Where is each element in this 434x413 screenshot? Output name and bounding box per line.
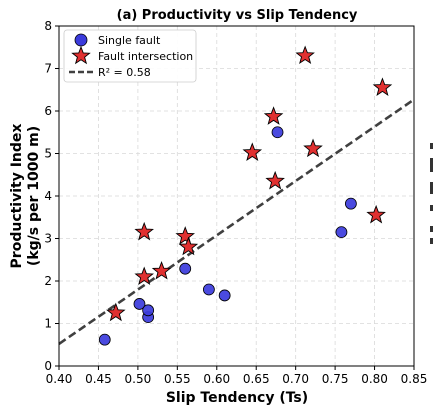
fault-intersection-point <box>134 221 154 241</box>
legend-label-fit: R² = 0.58 <box>98 66 151 79</box>
y-tick-label: 0 <box>44 359 52 373</box>
fault-intersection-point <box>242 142 263 161</box>
single-fault-point <box>179 262 192 275</box>
fault-intersection-point <box>175 226 195 245</box>
data-points <box>98 45 393 346</box>
x-tick-label: 0.50 <box>125 372 152 386</box>
x-tick-label: 0.85 <box>401 372 428 386</box>
x-axis-title: Slip Tendency (Ts) <box>166 390 308 406</box>
fault-intersection-point <box>106 302 126 322</box>
single-fault-point <box>133 298 146 310</box>
fault-intersection-point <box>366 204 386 224</box>
axis-ticks: 0.40 0.45 0.50 0.55 0.60 0.65 0.70 0.75 0.80 0.85… <box>44 19 427 386</box>
edge-fragment <box>430 182 433 194</box>
fault-intersection-point <box>372 77 393 96</box>
edge-fragment <box>430 158 433 172</box>
legend-box <box>63 29 197 83</box>
legend: Single fault Fault intersection R² = 0.5… <box>63 29 197 83</box>
legend-circle-marker <box>74 33 88 47</box>
clipped-neighbor-panel-fragments <box>430 143 433 244</box>
legend-label-single-fault: Single fault <box>98 34 161 47</box>
y-tick-label: 1 <box>44 317 52 331</box>
x-tick-label: 0.80 <box>361 372 388 386</box>
single-fault-point <box>271 126 284 139</box>
fault-intersection-point <box>178 236 199 256</box>
x-tick-label: 0.55 <box>164 372 191 386</box>
fault-intersection-point <box>263 106 284 125</box>
fault-intersection-point <box>151 260 172 280</box>
single-fault-point <box>344 197 357 210</box>
x-tick-label: 0.65 <box>243 372 270 386</box>
y-tick-label: 7 <box>44 62 52 76</box>
y-axis-title-line2: (kg/s per 1000 m) <box>26 126 42 266</box>
fit-line-layer <box>58 98 415 345</box>
fault-intersection-point <box>303 138 323 158</box>
y-tick-label: 3 <box>44 232 52 246</box>
regression-fit-line <box>58 98 415 345</box>
x-tick-label: 0.75 <box>322 372 349 386</box>
edge-fragment <box>430 226 433 232</box>
x-tick-label: 0.70 <box>282 372 309 386</box>
fault-intersection-point <box>265 170 285 190</box>
edge-fragment <box>430 205 433 211</box>
legend-star-marker <box>71 45 91 65</box>
x-tick-label: 0.60 <box>203 372 230 386</box>
y-tick-label: 5 <box>44 147 52 161</box>
single-fault-point <box>218 289 231 302</box>
fault-intersection-point <box>295 45 315 65</box>
edge-fragment <box>430 143 433 149</box>
y-tick-label: 2 <box>44 274 52 288</box>
single-fault-point <box>98 333 111 346</box>
single-fault-point <box>142 304 155 317</box>
single-fault-point <box>335 226 348 239</box>
x-tick-label: 0.45 <box>85 372 112 386</box>
legend-star-shape <box>71 45 91 65</box>
legend-label-fault-intersection: Fault intersection <box>98 50 193 63</box>
y-axis-title-line1: Productivity Index <box>9 124 25 269</box>
y-tick-label: 6 <box>44 104 52 118</box>
single-fault-point <box>202 283 215 296</box>
y-tick-label: 4 <box>44 189 52 203</box>
y-tick-label: 8 <box>44 19 52 33</box>
fault-intersection-point <box>134 266 154 286</box>
chart-title: (a) Productivity vs Slip Tendency <box>117 8 358 23</box>
edge-fragment <box>430 238 433 244</box>
x-tick-label: 0.40 <box>46 372 73 386</box>
